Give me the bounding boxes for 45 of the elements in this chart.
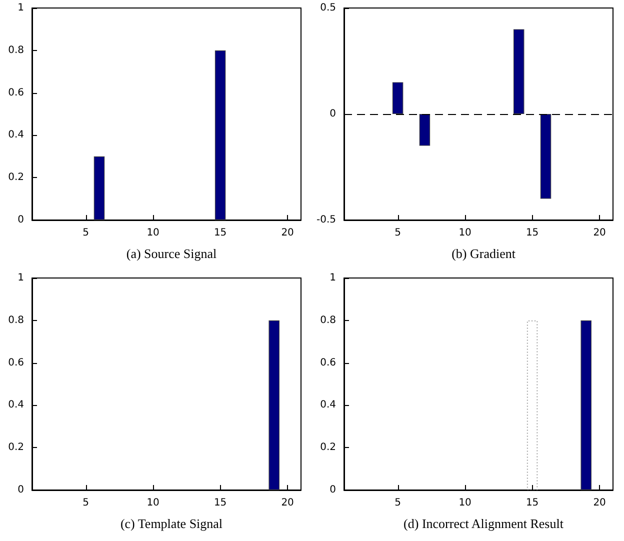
y-tick-label: 0.2 bbox=[8, 442, 24, 454]
x-tick-label: 10 bbox=[146, 228, 160, 238]
x-tick-label: 10 bbox=[146, 498, 160, 508]
x-tick-label: 15 bbox=[526, 498, 539, 508]
x-tick-label: 20 bbox=[281, 228, 294, 238]
x-tick-label: 10 bbox=[458, 498, 472, 508]
y-tick-label: 1 bbox=[18, 2, 24, 14]
y-tick-label: -0.5 bbox=[316, 214, 336, 226]
x-tick-label: 5 bbox=[82, 498, 89, 508]
x-tick-label: 15 bbox=[214, 228, 227, 238]
x-tick-label: 20 bbox=[593, 228, 606, 238]
x-tick-label: 5 bbox=[394, 228, 401, 238]
y-tick-label: 0.4 bbox=[8, 130, 24, 141]
y-tick-label: 0.5 bbox=[320, 2, 336, 14]
x-tick-label: 10 bbox=[458, 228, 472, 238]
y-tick-label: 1 bbox=[18, 272, 24, 284]
text: (d) Incorrect Alignment Result bbox=[404, 516, 564, 531]
y-tick-label: 0 bbox=[18, 484, 24, 496]
x-tick-label: 20 bbox=[281, 498, 294, 508]
bar bbox=[419, 114, 430, 146]
bar bbox=[392, 82, 404, 114]
y-tick-label: 0.8 bbox=[8, 314, 24, 326]
bar bbox=[513, 29, 524, 114]
y-tick-label: 0 bbox=[330, 484, 336, 496]
y-tick-label: 0 bbox=[18, 214, 24, 226]
x-tick-label: 5 bbox=[394, 498, 401, 508]
y-tick-label: 0.4 bbox=[320, 400, 336, 411]
x-tick-label: 15 bbox=[526, 228, 539, 238]
y-tick-label: 0.4 bbox=[8, 400, 24, 411]
text: (c) Template Signal bbox=[120, 516, 223, 531]
y-tick-label: 0 bbox=[330, 108, 336, 120]
y-tick-label: 0.8 bbox=[8, 44, 24, 56]
x-tick-label: 5 bbox=[82, 228, 89, 238]
y-tick-label: 0.8 bbox=[320, 314, 336, 326]
y-tick-label: 0.2 bbox=[320, 442, 336, 454]
text: (b) Gradient bbox=[452, 246, 516, 261]
text: (a) Source Signal bbox=[126, 246, 218, 261]
x-tick-label: 15 bbox=[214, 498, 227, 508]
y-tick-label: 0.6 bbox=[8, 357, 24, 368]
bar bbox=[540, 114, 552, 199]
y-tick-label: 0.6 bbox=[320, 357, 336, 368]
x-tick-label: 20 bbox=[593, 498, 606, 508]
y-tick-label: 1 bbox=[330, 272, 336, 284]
y-tick-label: 0.6 bbox=[8, 87, 24, 98]
y-tick-label: 0.2 bbox=[8, 172, 24, 184]
